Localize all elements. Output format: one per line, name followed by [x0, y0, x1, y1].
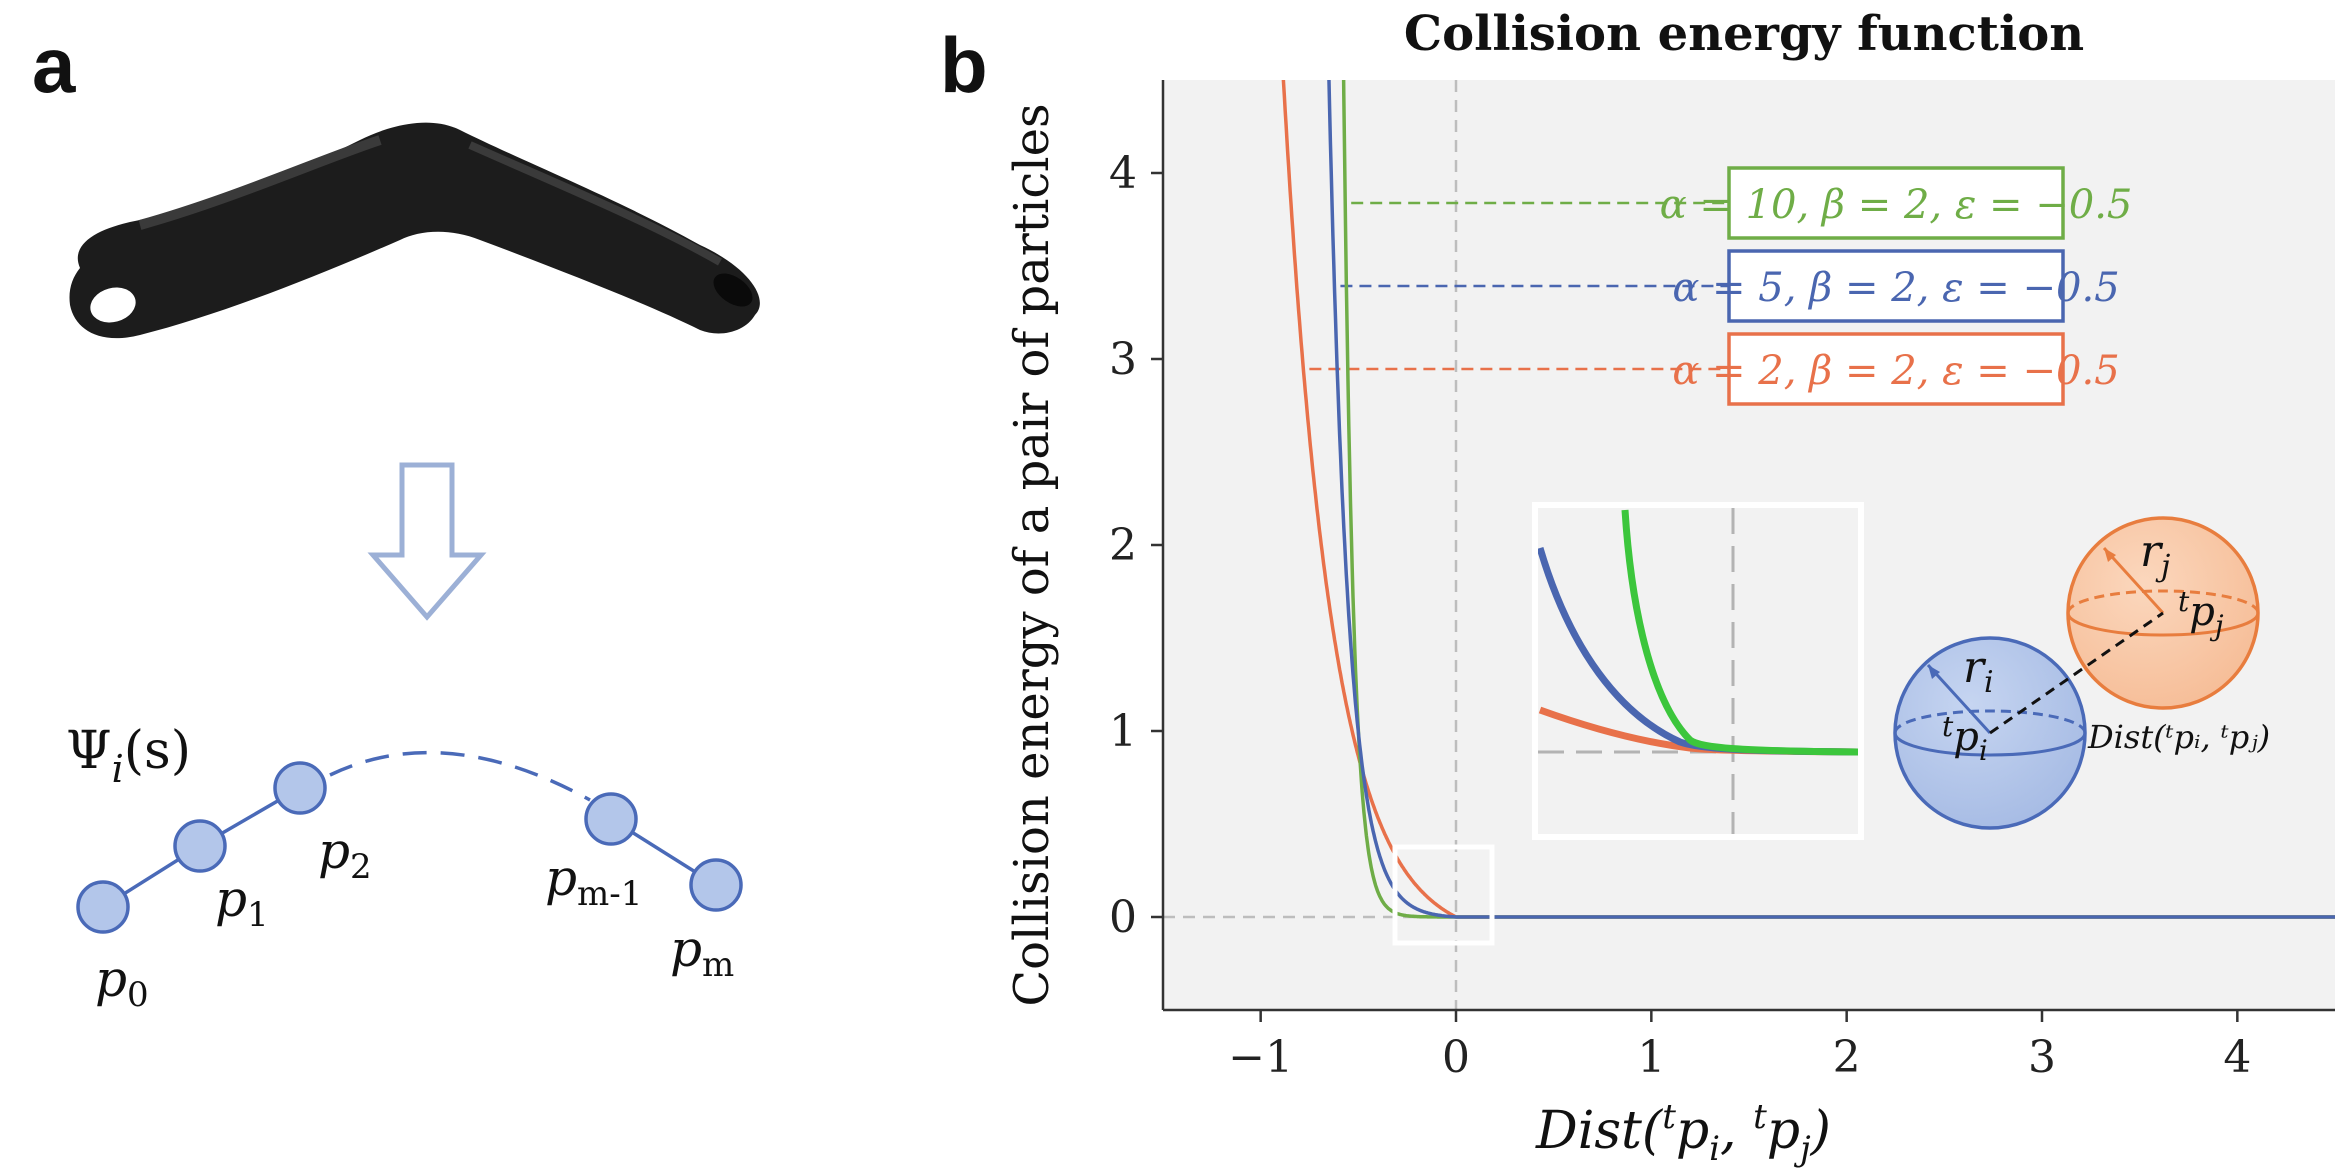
y-axis-label: Collision energy of a pair of particles	[1004, 103, 1060, 1006]
particle-nodes	[76, 761, 743, 934]
label-rj: rj	[2140, 526, 2170, 584]
particle-pm-1	[584, 792, 638, 846]
series-line-alpha-5	[1327, 80, 2335, 919]
label-ri: ri	[1963, 642, 1994, 700]
node-label-p2: p2	[318, 822, 372, 887]
y-tick-label: 1	[1109, 706, 1137, 757]
label-tpi: tpi	[1942, 710, 1988, 767]
x-tick-label: 0	[1442, 1032, 1470, 1083]
down-arrow-icon	[367, 462, 487, 621]
x-axis-label: Dist(tpi, tpj)	[1535, 1097, 1831, 1169]
handle-object-image	[69, 122, 760, 339]
radius-j-arrow	[2102, 546, 2165, 615]
label-tpj: tpj	[2178, 585, 2224, 642]
x-tick-label: 4	[2223, 1032, 2251, 1083]
legend-box-alpha-2	[1727, 332, 2065, 406]
x-tick-label: −1	[1228, 1032, 1293, 1083]
chart-title: Collision energy function	[1404, 6, 2084, 62]
inset-frame	[1532, 502, 1864, 840]
x-tick-label: 1	[1637, 1032, 1665, 1083]
label-dist: Dist(ᵗpᵢ, ᵗpⱼ)	[2087, 718, 2270, 756]
inset-curve-alpha-10	[1621, 509, 1858, 756]
particle-pm	[689, 858, 743, 912]
legend-entry-alpha-5: α = 5, β = 2, ε = −0.5	[1672, 265, 2119, 311]
y-tick-label: 4	[1109, 148, 1137, 199]
panel-a-letter: a	[32, 21, 76, 109]
legend-box-alpha-5	[1727, 249, 2065, 323]
particle-p1	[173, 819, 227, 873]
y-tick-label: 3	[1109, 334, 1137, 385]
y-tick-label: 0	[1109, 892, 1137, 943]
particle-p2	[273, 761, 327, 815]
zoom-region-box	[1392, 844, 1495, 946]
y-tick-label: 2	[1109, 520, 1137, 571]
legend-entry-alpha-10: α = 10, β = 2, ε = −0.5	[1660, 182, 2133, 228]
node-label-pm-1: pm-1	[545, 849, 642, 914]
distance-line	[1989, 611, 2164, 735]
spheres-illustration: ri rj tpi tpj Dist(ᵗpᵢ, ᵗpⱼ)	[1893, 516, 2270, 830]
node-label-pm: pm	[670, 920, 734, 985]
x-tick-label: 3	[2028, 1032, 2056, 1083]
inset-zoom	[1532, 502, 1864, 840]
node-label-p1: p1	[215, 870, 269, 935]
legend-box-alpha-10	[1727, 166, 2065, 240]
node-label-p0: p0	[95, 950, 149, 1015]
radius-i-arrow	[1926, 663, 1992, 735]
panel-b-letter: b	[940, 21, 988, 109]
particle-p0	[76, 880, 130, 934]
psi-function-label: Ψi(s)	[66, 721, 191, 791]
legend-entry-alpha-2: α = 2, β = 2, ε = −0.5	[1672, 348, 2119, 394]
x-tick-label: 2	[1833, 1032, 1861, 1083]
